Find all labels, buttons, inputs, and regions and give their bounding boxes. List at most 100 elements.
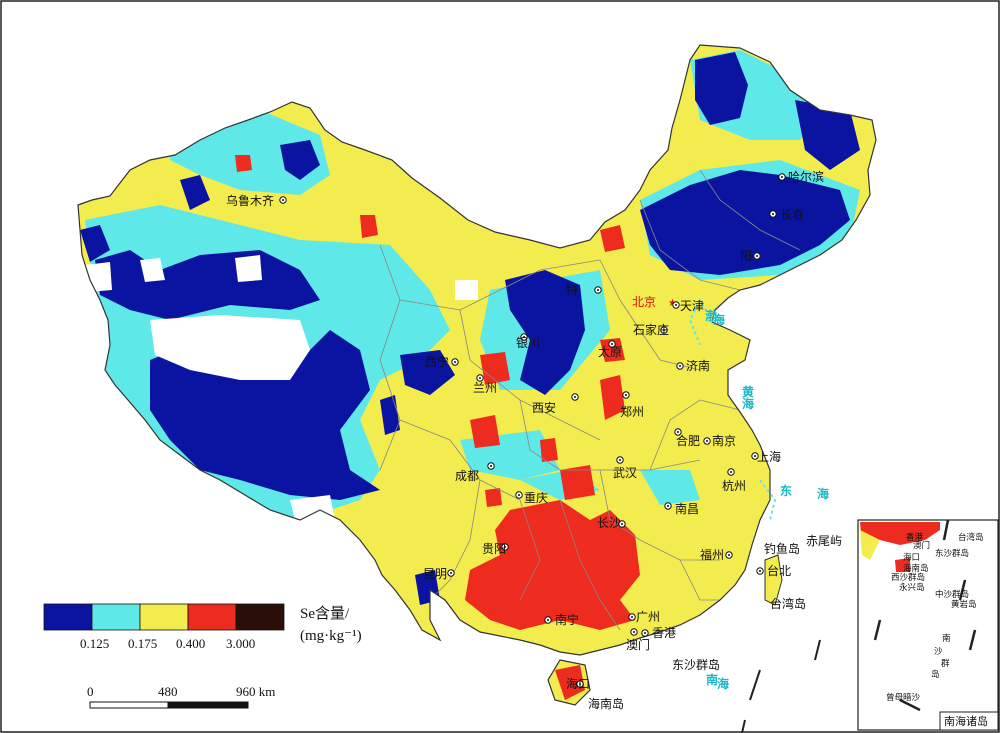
legend-unit: (mg·kg⁻¹) — [300, 628, 362, 644]
city-dot-center — [547, 619, 549, 621]
city-dot-center — [621, 523, 623, 525]
taiwan-shape — [764, 554, 783, 606]
city-dot-center — [677, 431, 679, 433]
inset-label: 西沙群岛 — [891, 572, 925, 583]
city-marker: 南昌 — [664, 501, 699, 516]
city-marker: 广州 — [628, 610, 660, 624]
city-label: 海口 — [566, 676, 590, 691]
inset-label: 曾母暗沙 — [886, 692, 921, 703]
legend-tick-label: 0.125 — [80, 636, 109, 651]
city-label: 阳 — [740, 249, 752, 263]
city-dot-center — [625, 394, 627, 396]
city-label: 上海 — [757, 449, 781, 464]
city-marker: 阳 — [740, 249, 761, 263]
city-marker: 西宁 — [425, 354, 459, 369]
city-dot-center — [759, 570, 761, 572]
sea-label: 海 — [817, 486, 829, 501]
city-dot-center — [611, 343, 613, 345]
country-outline — [77, 44, 877, 706]
city-marker: 太原 — [598, 340, 622, 359]
city-marker: 海口 — [566, 676, 590, 691]
city-marker: 石家庄 — [633, 322, 669, 337]
city-label: 成都 — [455, 469, 479, 483]
city-label: 天津 — [680, 299, 704, 313]
city-label: 北京 — [632, 295, 656, 309]
city-label: 特 — [566, 282, 578, 297]
city-marker: 南京 — [703, 433, 736, 448]
city-marker: 澳门 — [626, 628, 650, 652]
scale-bar-black — [167, 701, 249, 709]
island-label: 东沙群岛 — [672, 657, 720, 672]
city-marker: 郑州 — [620, 391, 644, 419]
city-marker: 重庆 — [515, 491, 548, 505]
city-label: 西宁 — [425, 354, 449, 369]
inset-caption-box — [939, 711, 999, 731]
city-label: 贵阳 — [482, 542, 506, 556]
legend-swatch — [91, 603, 141, 631]
island-label: 海南岛 — [588, 696, 624, 711]
legend-swatches — [43, 603, 285, 631]
city-dot-center — [579, 683, 581, 685]
city-label: 合肥 — [676, 433, 700, 448]
city-marker: 天津 — [672, 299, 704, 313]
legend-tick-label: 3.000 — [226, 636, 255, 651]
city-marker: 乌鲁木齐 — [226, 193, 287, 208]
city-dot-center — [772, 213, 774, 215]
sea-label: 海 — [742, 396, 754, 411]
inset-label: 海南岛 — [903, 563, 929, 574]
city-label: 昆明 — [423, 567, 447, 581]
city-marker: 长沙 — [597, 516, 626, 530]
city-dot-center — [730, 471, 732, 473]
sea-label: 渤 — [705, 308, 717, 323]
city-label: 武汉 — [613, 466, 637, 480]
legend-swatch — [187, 603, 237, 631]
city-dot-center — [728, 554, 730, 556]
city-marker: 合肥 — [674, 428, 700, 448]
city-marker: 贵阳 — [482, 542, 509, 556]
city-marker: 济南 — [676, 358, 710, 373]
city-label: 澳门 — [626, 637, 650, 652]
scale-label-0: 0 — [87, 684, 94, 699]
city-label: 长春 — [780, 208, 804, 222]
city-dot-center — [667, 505, 669, 507]
city-label: 杭州 — [722, 478, 746, 493]
city-label: 香港 — [652, 626, 676, 640]
city-label: 广州 — [636, 610, 660, 624]
island-label: 台湾岛 — [770, 596, 806, 611]
city-dot-center — [490, 465, 492, 467]
city-marker: 成都 — [455, 462, 495, 483]
inset-label: 群 — [941, 658, 950, 669]
legend-ticks: 0.125 0.175 0.400 3.000 — [80, 636, 255, 651]
inset-label: 永兴岛 — [899, 582, 925, 593]
city-dot-center — [633, 631, 635, 633]
city-dot-center — [644, 632, 646, 634]
city-marker: 上海 — [751, 449, 781, 464]
inset-label: 黄岩岛 — [951, 599, 977, 610]
island-label: 钓鱼岛 — [764, 541, 800, 556]
legend-tick-label: 0.175 — [128, 636, 157, 651]
legend-swatch — [139, 603, 189, 631]
scale-bar: 0 480 960 km — [87, 684, 275, 709]
scale-label-480: 480 — [158, 684, 178, 699]
sea-label: 南 — [706, 672, 718, 687]
inset-label: 沙 — [934, 647, 943, 657]
city-label: 南京 — [712, 433, 736, 448]
city-dot-center — [597, 289, 599, 291]
sea-label: 东 — [780, 483, 792, 498]
city-dot-center — [450, 572, 452, 574]
sea-label: 黄 — [742, 384, 754, 399]
city-label: 济南 — [686, 358, 710, 373]
city-marker: 哈尔滨 — [778, 169, 824, 184]
city-label: 重庆 — [524, 491, 548, 505]
city-label: 台北 — [767, 563, 791, 578]
legend: 0.125 0.175 0.400 3.000 Se含量/ (mg·kg⁻¹) — [43, 603, 362, 651]
inset-hainan — [895, 558, 910, 572]
city-label: 乌鲁木齐 — [226, 193, 274, 208]
city-label: 福州 — [700, 547, 724, 562]
city-marker: 西安 — [532, 393, 579, 415]
